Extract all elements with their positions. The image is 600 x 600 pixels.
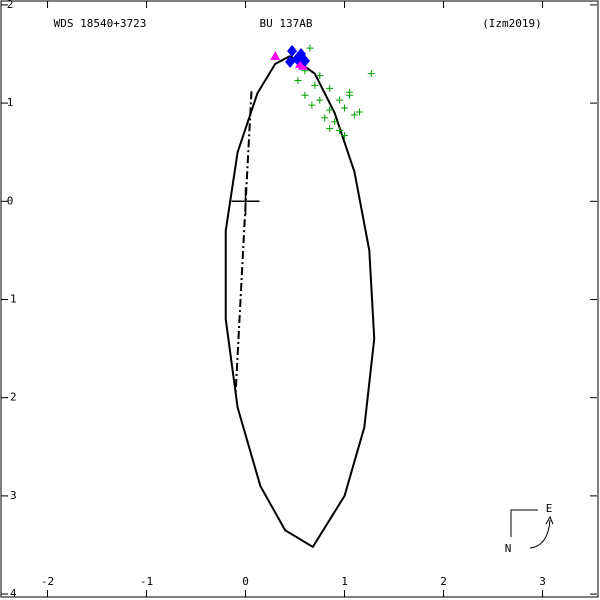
y-tick-label: -2	[3, 391, 16, 404]
x-tick-label: 2	[440, 575, 447, 588]
x-tick-label: -1	[140, 575, 153, 588]
observation	[326, 125, 334, 133]
y-tick-label: 0	[7, 194, 14, 207]
observation	[350, 111, 358, 119]
observation	[336, 127, 344, 135]
y-tick-label: -4	[3, 587, 17, 600]
compass-north: N	[505, 542, 512, 555]
observation	[345, 91, 353, 99]
observation	[294, 77, 302, 85]
x-tick-label: 3	[539, 575, 546, 588]
observation	[295, 48, 306, 61]
observation	[341, 132, 349, 140]
observation	[336, 96, 344, 104]
observation	[297, 60, 308, 70]
observation	[367, 70, 375, 78]
y-tick-label: 2	[7, 0, 14, 11]
x-tick-label: -2	[41, 575, 54, 588]
orbit	[224, 55, 376, 549]
chart-subtitle: BU 137AB	[260, 17, 313, 30]
x-tick-label: 1	[341, 575, 348, 588]
observation	[311, 81, 319, 89]
y-tick-label: 1	[7, 96, 14, 109]
observation	[321, 114, 329, 122]
y-tick-label: -3	[3, 489, 16, 502]
reference: (Izm2019)	[482, 17, 542, 30]
compass	[510, 509, 554, 549]
x-tick-label: 0	[242, 575, 249, 588]
observation	[341, 104, 349, 112]
observation	[270, 50, 281, 60]
observation	[316, 96, 324, 104]
observation	[301, 91, 309, 99]
observation	[306, 44, 314, 52]
observation	[308, 101, 316, 109]
chart-title: WDS 18540+3723	[54, 17, 147, 30]
compass-arrow	[529, 519, 551, 549]
line-of-nodes	[234, 91, 253, 393]
y-tick-label: -1	[3, 292, 16, 305]
observation	[326, 106, 334, 114]
observation	[316, 72, 324, 80]
observation	[285, 55, 296, 68]
compass-arrowhead	[545, 515, 554, 525]
observation	[331, 118, 339, 126]
observation	[287, 45, 298, 58]
compass-axes	[510, 509, 538, 537]
observation	[326, 84, 334, 92]
compass-east: E	[546, 502, 553, 515]
observation	[355, 108, 363, 116]
